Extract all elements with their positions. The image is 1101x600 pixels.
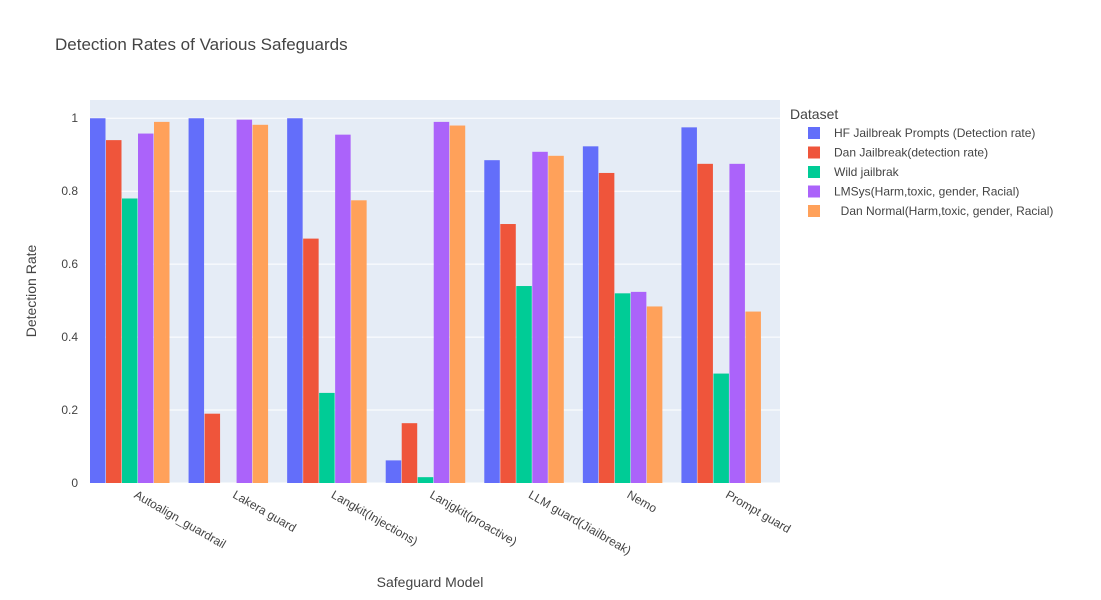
bar xyxy=(252,124,269,484)
y-axis-ticks: 0 0.2 0.4 0.6 0.8 1 xyxy=(61,111,78,490)
bar xyxy=(385,460,402,483)
y-axis-title: Detection Rate xyxy=(23,244,39,337)
bar xyxy=(500,224,516,483)
legend-swatch xyxy=(808,146,820,159)
legend-label: LMSys(Harm,toxic, gender, Racial) xyxy=(834,185,1019,199)
bar xyxy=(697,163,713,484)
bar xyxy=(90,118,106,483)
legend-swatch xyxy=(808,185,820,198)
bar xyxy=(287,118,303,483)
bar xyxy=(106,140,122,483)
bar xyxy=(548,155,564,483)
bar xyxy=(204,413,221,483)
legend-title: Dataset xyxy=(790,106,838,122)
legend-swatch xyxy=(808,205,820,217)
bar xyxy=(582,146,599,483)
bar xyxy=(335,134,351,483)
x-tick-label: Nemo xyxy=(625,487,660,515)
y-tick-label: 0.4 xyxy=(61,330,78,344)
x-axis-ticks: Autoalign_guardrail Lakera guard Langkit(I… xyxy=(132,487,793,557)
bar xyxy=(138,133,154,483)
x-axis-title: Safeguard Model xyxy=(377,574,484,590)
bar xyxy=(745,311,761,483)
bar xyxy=(417,477,434,483)
bar xyxy=(122,198,138,483)
legend-label: HF Jailbreak Prompts (Detection rate) xyxy=(834,126,1035,140)
legend-label: Wild jailbrak xyxy=(834,165,900,179)
legend-label: Dan Jailbreak(detection rate) xyxy=(834,146,988,160)
bar xyxy=(598,172,615,483)
bar xyxy=(681,127,697,483)
x-tick-label: LLM guard(Jiailbreak) xyxy=(526,487,634,557)
bar xyxy=(516,286,532,483)
bar xyxy=(630,291,647,483)
bar xyxy=(646,306,663,483)
bar xyxy=(303,238,319,483)
x-tick-label: Langkit(Injections) xyxy=(329,487,420,548)
y-tick-label: 0.2 xyxy=(61,403,78,417)
legend-label: Dan Normal(Harm,toxic, gender, Racial) xyxy=(834,204,1053,218)
y-tick-label: 1 xyxy=(71,111,78,125)
x-tick-label: Lakera guard xyxy=(230,487,298,534)
y-tick-label: 0.8 xyxy=(61,184,78,198)
bar xyxy=(433,121,450,483)
x-tick-label: Autoalign_guardrail xyxy=(132,487,229,551)
chart-title: Detection Rates of Various Safeguards xyxy=(55,35,348,54)
bar xyxy=(351,200,367,484)
bar xyxy=(532,151,548,483)
bar xyxy=(484,160,500,483)
bar xyxy=(401,423,418,483)
bar xyxy=(188,118,205,483)
bar xyxy=(729,163,745,484)
bar xyxy=(154,121,170,483)
y-tick-label: 0 xyxy=(71,476,78,490)
bar xyxy=(614,293,631,483)
x-tick-label: Prompt guard xyxy=(723,487,793,535)
y-tick-label: 0.6 xyxy=(61,257,78,271)
bar xyxy=(713,373,729,483)
bars xyxy=(90,118,761,484)
bar xyxy=(449,125,466,484)
legend-swatch xyxy=(808,166,820,178)
bar xyxy=(319,392,335,483)
bar xyxy=(236,119,253,483)
legend: Dataset HF Jailbreak Prompts (Detection … xyxy=(790,106,1053,218)
x-tick-label: Lanjgkit(proactive) xyxy=(428,487,520,548)
legend-swatch xyxy=(808,127,820,139)
